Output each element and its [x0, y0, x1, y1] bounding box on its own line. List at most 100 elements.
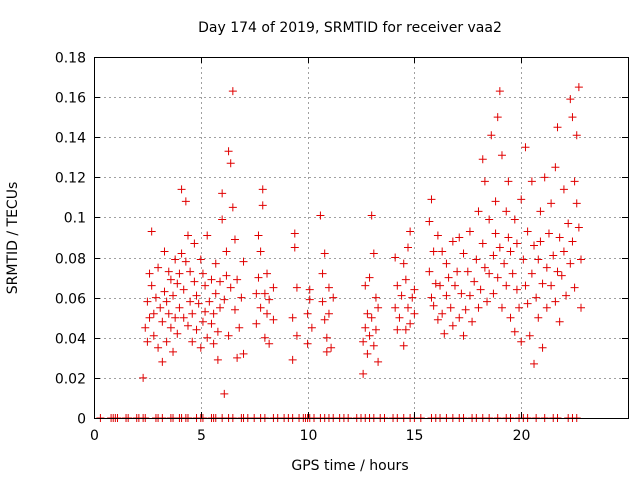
data-point	[239, 257, 248, 266]
data-point	[570, 283, 579, 292]
data-point	[442, 291, 451, 300]
data-point	[324, 309, 333, 318]
data-point	[455, 233, 464, 242]
data-point	[403, 243, 412, 252]
data-point	[433, 231, 442, 240]
data-point	[320, 249, 329, 258]
data-point	[269, 315, 278, 324]
data-point	[222, 271, 231, 280]
data-point	[145, 313, 154, 322]
data-point	[480, 263, 489, 272]
data-point	[196, 255, 205, 264]
data-point	[149, 331, 158, 340]
data-point	[408, 293, 417, 302]
data-point	[465, 291, 474, 300]
data-point	[205, 297, 214, 306]
y-tick-label: 0.02	[55, 372, 86, 388]
data-point	[322, 347, 331, 356]
data-point	[393, 325, 402, 334]
data-point	[218, 189, 227, 198]
data-point	[252, 289, 261, 298]
data-point	[201, 307, 210, 316]
data-point	[410, 285, 419, 294]
data-point	[218, 215, 227, 224]
data-point	[179, 285, 188, 294]
data-point	[399, 341, 408, 350]
data-point	[226, 159, 235, 168]
y-tick-label: 0.14	[55, 131, 86, 147]
data-point	[175, 269, 184, 278]
data-point	[329, 293, 338, 302]
label-layer: 0 0.02 0.04 0.06 0.08 0.1 0.12 0.14 0.16 0.18 0 5 10…	[55, 51, 531, 445]
data-point	[450, 281, 459, 290]
data-point	[497, 303, 506, 312]
data-point	[254, 231, 263, 240]
data-point	[491, 197, 500, 206]
data-point	[568, 113, 577, 122]
data-point	[224, 331, 233, 340]
data-point	[478, 239, 487, 248]
data-point	[478, 155, 487, 164]
data-point	[489, 289, 498, 298]
x-tick-label: 10	[300, 428, 318, 444]
data-point	[139, 373, 148, 382]
data-point	[425, 267, 434, 276]
data-point	[226, 283, 235, 292]
data-point	[459, 331, 468, 340]
data-point	[457, 289, 466, 298]
data-point	[374, 303, 383, 312]
y-tick-label: 0.1	[64, 211, 86, 227]
data-point	[562, 291, 571, 300]
data-point	[365, 331, 374, 340]
data-point	[559, 185, 568, 194]
data-point	[536, 207, 545, 216]
data-point	[156, 303, 165, 312]
data-point	[427, 195, 436, 204]
data-point	[158, 357, 167, 366]
data-point	[188, 337, 197, 346]
data-point	[468, 317, 477, 326]
data-point	[534, 255, 543, 264]
data-point	[203, 333, 212, 342]
data-point	[555, 317, 564, 326]
data-point	[160, 287, 169, 296]
data-point	[506, 247, 515, 256]
data-point	[292, 283, 301, 292]
data-point	[147, 227, 156, 236]
data-point	[361, 323, 370, 332]
data-point	[425, 217, 434, 226]
grid-layer	[94, 57, 628, 418]
data-point	[171, 255, 180, 264]
data-point	[504, 177, 513, 186]
data-point	[544, 229, 553, 238]
data-point	[141, 323, 150, 332]
data-point	[318, 297, 327, 306]
data-point	[145, 269, 154, 278]
data-point	[192, 291, 201, 300]
data-point	[480, 177, 489, 186]
data-point	[448, 237, 457, 246]
data-point	[570, 177, 579, 186]
data-point	[504, 233, 513, 242]
data-point	[318, 269, 327, 278]
data-point	[254, 273, 263, 282]
data-point	[555, 233, 564, 242]
data-point	[207, 275, 216, 284]
data-point	[438, 309, 447, 318]
data-point	[203, 231, 212, 240]
data-point	[288, 355, 297, 364]
data-point	[495, 243, 504, 252]
y-tick-label: 0.04	[55, 332, 86, 348]
data-point	[316, 211, 325, 220]
data-point	[574, 83, 583, 92]
data-point	[508, 269, 517, 278]
data-point	[483, 297, 492, 306]
data-point	[371, 325, 380, 334]
data-point	[542, 263, 551, 272]
data-point	[143, 297, 152, 306]
data-point	[263, 309, 272, 318]
data-point	[367, 211, 376, 220]
data-point	[158, 317, 167, 326]
data-point	[401, 275, 410, 284]
